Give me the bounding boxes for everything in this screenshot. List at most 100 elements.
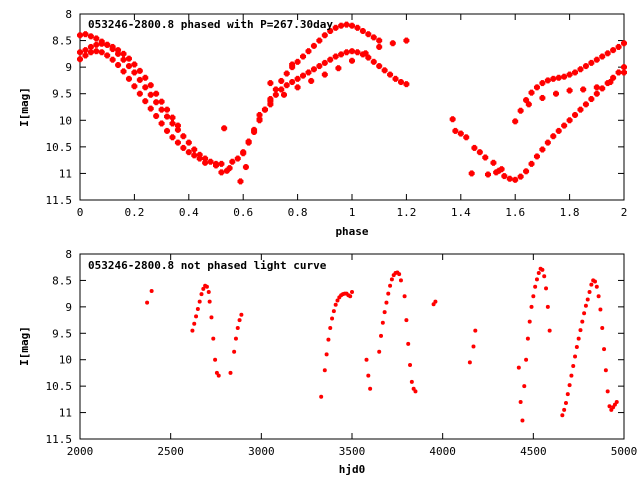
- unphased-data-point: [529, 304, 534, 309]
- phased-data-point: [349, 57, 355, 64]
- phased-data-point: [533, 153, 540, 160]
- phased-data-point: [452, 127, 459, 134]
- unphased-data-point: [364, 357, 369, 362]
- phased-data-point: [147, 91, 154, 98]
- phased-data-point: [267, 98, 274, 105]
- phased-data-point: [82, 31, 89, 38]
- unphased-data-point: [531, 294, 536, 299]
- unphased-y-tick-label: 10.5: [46, 380, 73, 393]
- phased-data-point: [251, 126, 258, 133]
- unphased-data-point: [232, 349, 237, 354]
- phased-data-point: [289, 79, 296, 86]
- unphased-y-axis-label: I[mag]: [18, 326, 31, 366]
- unphased-y-tick-label: 8.5: [52, 274, 72, 287]
- phased-data-point: [365, 31, 372, 38]
- phased-data-point: [604, 50, 611, 57]
- phased-data-point: [615, 43, 622, 50]
- unphased-data-point: [194, 314, 199, 319]
- phased-data-point: [221, 125, 228, 132]
- phased-data-point: [588, 96, 595, 103]
- unphased-data-point: [522, 384, 527, 389]
- phased-data-point: [381, 67, 388, 74]
- phased-data-point: [555, 74, 562, 81]
- phased-y-tick-label: 10.5: [46, 141, 73, 154]
- phased-data-point: [272, 86, 279, 93]
- unphased-data-point: [536, 271, 541, 276]
- phased-data-point: [153, 113, 160, 120]
- unphased-data-point: [567, 383, 572, 388]
- unphased-data-point: [331, 309, 336, 314]
- phased-data-point: [77, 32, 83, 39]
- phased-data-point: [615, 69, 622, 76]
- unphased-data-point: [384, 300, 389, 305]
- unphased-data-point: [328, 326, 333, 330]
- unphased-data-point: [602, 347, 607, 352]
- phased-data-point: [338, 51, 345, 58]
- phased-x-tick-label: 0.4: [179, 206, 199, 219]
- unphased-ticks: 2000 2500 3000 3500 4000 4500 5000 8 8.5 9 9.5 10 10…: [46, 248, 638, 458]
- phased-data-point: [365, 54, 372, 61]
- phased-data-point: [512, 118, 519, 125]
- unphased-data-point: [201, 286, 206, 291]
- phased-y-tick-label: 9.5: [52, 88, 72, 101]
- phased-data-point: [501, 173, 508, 180]
- phased-data-point: [343, 49, 350, 56]
- phased-data-point: [533, 84, 540, 91]
- phased-x-tick-label: 0.8: [288, 206, 308, 219]
- phased-data-point: [98, 49, 105, 56]
- phased-data-point: [131, 83, 138, 90]
- unphased-data-point: [324, 352, 329, 357]
- phased-data-point: [517, 173, 524, 180]
- phased-data-point: [218, 169, 225, 176]
- unphased-data-point: [540, 267, 545, 272]
- unphased-data-point: [335, 298, 340, 303]
- phased-data-point: [202, 159, 209, 166]
- phased-data-point: [523, 97, 530, 104]
- phased-data-point: [153, 99, 160, 106]
- phased-data-point: [294, 58, 301, 65]
- phased-y-tick-label: 10: [59, 114, 72, 127]
- unphased-data-point: [237, 318, 242, 323]
- phased-data-point: [335, 65, 342, 72]
- unphased-data-point: [366, 373, 371, 378]
- phased-data-point: [256, 116, 263, 123]
- phased-data-point: [316, 37, 323, 44]
- phased-data-point: [471, 144, 478, 151]
- phased-data-point: [610, 74, 617, 81]
- unphased-data-point: [562, 407, 567, 412]
- phased-data-point: [607, 79, 614, 86]
- phased-data-point: [191, 146, 198, 153]
- phased-data-point: [621, 40, 627, 47]
- unphased-data-point: [386, 291, 391, 296]
- unphased-data-point: [533, 284, 538, 289]
- unphased-data-points: [145, 266, 619, 423]
- unphased-data-point: [544, 286, 549, 291]
- phased-data-point: [449, 116, 456, 123]
- unphased-y-tick-label: 11.5: [46, 433, 73, 446]
- phased-data-point: [131, 61, 138, 68]
- unphased-data-point: [239, 312, 244, 317]
- phased-data-point: [164, 127, 171, 134]
- phased-data-point: [104, 41, 111, 48]
- phased-data-point: [158, 106, 165, 113]
- unphased-data-point: [350, 290, 354, 295]
- unphased-data-point: [583, 303, 588, 308]
- phased-data-point: [577, 66, 584, 73]
- phased-data-point: [327, 28, 334, 35]
- phased-chart-title: 053246-2800.8 phased with P=267.30day: [88, 18, 333, 31]
- phased-data-point: [131, 69, 138, 76]
- phased-data-point: [539, 146, 546, 153]
- unphased-chart-title: 053246-2800.8 not phased light curve: [88, 259, 327, 272]
- unphased-x-tick-label: 4500: [520, 445, 547, 458]
- phased-data-point: [525, 101, 532, 108]
- phased-data-point: [234, 155, 241, 162]
- phased-x-tick-label: 1.2: [396, 206, 416, 219]
- phased-data-point: [485, 171, 491, 178]
- phased-data-point: [226, 165, 233, 172]
- unphased-data-point: [398, 278, 403, 283]
- phased-data-point: [169, 120, 176, 127]
- unphased-data-point: [209, 315, 214, 320]
- phased-data-point: [87, 49, 94, 56]
- phased-data-point: [561, 73, 568, 80]
